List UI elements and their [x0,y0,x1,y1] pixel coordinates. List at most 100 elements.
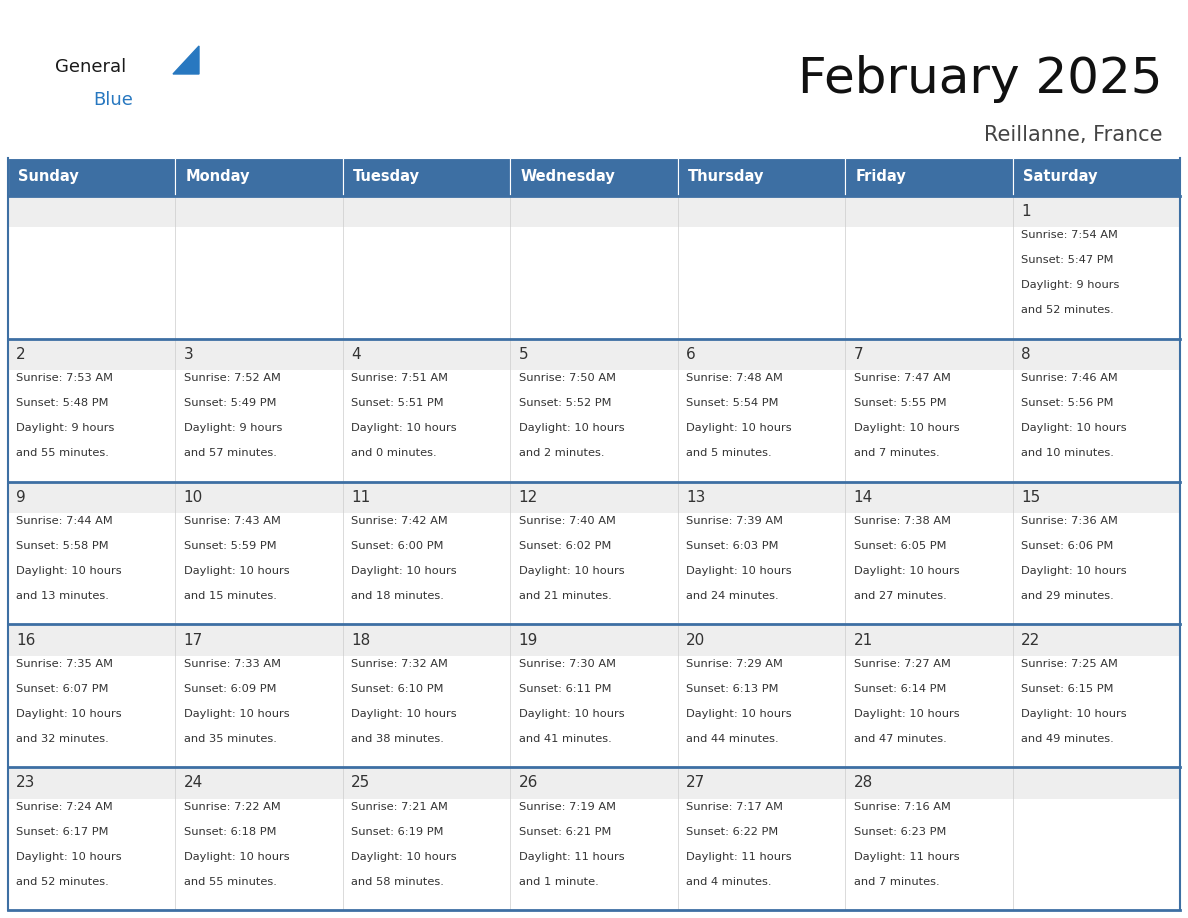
Bar [176,767,343,799]
Text: Daylight: 10 hours: Daylight: 10 hours [519,709,624,719]
Bar [8,196,176,228]
Bar [845,158,1012,196]
Text: Sunrise: 7:53 AM: Sunrise: 7:53 AM [17,374,113,383]
Text: and 38 minutes.: and 38 minutes. [352,733,444,744]
Bar [677,196,845,228]
Text: 4: 4 [352,347,361,362]
Bar [343,158,511,196]
Text: Daylight: 10 hours: Daylight: 10 hours [17,852,122,862]
Text: Sunrise: 7:32 AM: Sunrise: 7:32 AM [352,659,448,669]
Text: Sunset: 6:13 PM: Sunset: 6:13 PM [687,684,778,694]
Bar [511,767,677,910]
Text: Sunrise: 7:27 AM: Sunrise: 7:27 AM [853,659,950,669]
Text: Sunset: 5:51 PM: Sunset: 5:51 PM [352,398,444,409]
Text: Daylight: 10 hours: Daylight: 10 hours [853,709,959,719]
Bar [343,624,511,767]
Text: Sunrise: 7:51 AM: Sunrise: 7:51 AM [352,374,448,383]
Text: 19: 19 [519,633,538,647]
Bar [511,196,677,339]
Text: Sunrise: 7:35 AM: Sunrise: 7:35 AM [17,659,113,669]
Text: and 15 minutes.: and 15 minutes. [184,591,277,601]
Text: Sunrise: 7:24 AM: Sunrise: 7:24 AM [17,801,113,812]
Text: Tuesday: Tuesday [353,170,419,185]
Text: 25: 25 [352,776,371,790]
Text: 28: 28 [853,776,873,790]
Bar [677,767,845,799]
Text: and 52 minutes.: and 52 minutes. [17,877,109,887]
Text: 20: 20 [687,633,706,647]
Bar [1012,624,1180,655]
Bar [176,482,343,513]
Text: Daylight: 10 hours: Daylight: 10 hours [184,852,290,862]
Text: Daylight: 10 hours: Daylight: 10 hours [184,709,290,719]
Text: Reillanne, France: Reillanne, France [985,125,1163,145]
Bar [1012,482,1180,513]
Text: Sunrise: 7:50 AM: Sunrise: 7:50 AM [519,374,615,383]
Text: Sunrise: 7:43 AM: Sunrise: 7:43 AM [184,516,280,526]
Text: February 2025: February 2025 [798,55,1163,103]
Text: and 21 minutes.: and 21 minutes. [519,591,612,601]
Text: 23: 23 [17,776,36,790]
Text: Sunrise: 7:42 AM: Sunrise: 7:42 AM [352,516,448,526]
Text: 1: 1 [1020,204,1030,219]
Text: Sunset: 5:54 PM: Sunset: 5:54 PM [687,398,778,409]
Text: and 52 minutes.: and 52 minutes. [1020,306,1113,316]
Text: and 13 minutes.: and 13 minutes. [17,591,109,601]
Text: and 32 minutes.: and 32 minutes. [17,733,109,744]
Bar [176,482,343,624]
Text: Sunset: 6:19 PM: Sunset: 6:19 PM [352,826,444,836]
Bar [511,158,677,196]
Text: 17: 17 [184,633,203,647]
Bar [8,158,176,196]
Text: 21: 21 [853,633,873,647]
Text: Sunrise: 7:19 AM: Sunrise: 7:19 AM [519,801,615,812]
Bar [677,624,845,767]
Bar [343,482,511,513]
Bar [677,482,845,624]
Text: Sunrise: 7:38 AM: Sunrise: 7:38 AM [853,516,950,526]
Text: and 27 minutes.: and 27 minutes. [853,591,947,601]
Bar [1012,767,1180,910]
Bar [845,624,1012,655]
Bar [511,339,677,370]
Bar [176,339,343,482]
Text: Daylight: 11 hours: Daylight: 11 hours [687,852,791,862]
Text: and 7 minutes.: and 7 minutes. [853,877,940,887]
Text: Daylight: 10 hours: Daylight: 10 hours [687,423,791,433]
Bar [511,339,677,482]
Text: Sunset: 5:47 PM: Sunset: 5:47 PM [1020,255,1113,265]
Text: Daylight: 10 hours: Daylight: 10 hours [519,423,624,433]
Text: 9: 9 [17,490,26,505]
Bar [8,196,176,339]
Bar [677,158,845,196]
Bar [1012,482,1180,624]
Bar [343,339,511,482]
Bar [8,339,176,370]
Text: Sunrise: 7:47 AM: Sunrise: 7:47 AM [853,374,950,383]
Text: Daylight: 10 hours: Daylight: 10 hours [687,566,791,576]
Bar [1012,196,1180,339]
Text: Daylight: 10 hours: Daylight: 10 hours [519,566,624,576]
Text: 26: 26 [519,776,538,790]
Text: Sunrise: 7:16 AM: Sunrise: 7:16 AM [853,801,950,812]
Bar [511,767,677,799]
Text: and 41 minutes.: and 41 minutes. [519,733,612,744]
Text: Daylight: 10 hours: Daylight: 10 hours [352,709,457,719]
Text: Daylight: 10 hours: Daylight: 10 hours [853,423,959,433]
Bar [176,624,343,767]
Text: Daylight: 10 hours: Daylight: 10 hours [1020,709,1126,719]
Bar [511,482,677,513]
Bar [845,767,1012,799]
Bar [1012,624,1180,767]
Text: Daylight: 10 hours: Daylight: 10 hours [17,566,122,576]
Bar [343,196,511,228]
Text: 5: 5 [519,347,529,362]
Text: and 18 minutes.: and 18 minutes. [352,591,444,601]
Text: Sunset: 5:58 PM: Sunset: 5:58 PM [17,541,109,551]
Text: Sunrise: 7:54 AM: Sunrise: 7:54 AM [1020,230,1118,241]
Text: Sunset: 5:56 PM: Sunset: 5:56 PM [1020,398,1113,409]
Bar [343,196,511,339]
Text: Sunrise: 7:46 AM: Sunrise: 7:46 AM [1020,374,1118,383]
Text: Daylight: 11 hours: Daylight: 11 hours [519,852,624,862]
Bar [1012,196,1180,228]
